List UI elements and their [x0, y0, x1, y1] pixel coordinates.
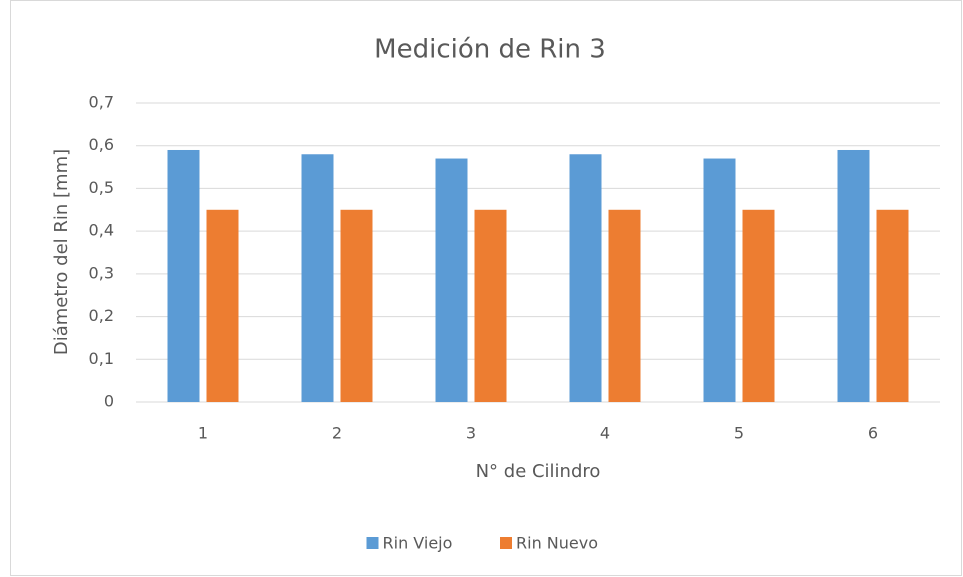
bar — [608, 209, 641, 402]
y-tick-label: 0,4 — [89, 221, 114, 240]
bar — [340, 209, 373, 402]
y-tick-label: 0 — [104, 392, 114, 411]
y-tick-label: 0,7 — [89, 93, 114, 112]
y-tick-label: 0,5 — [89, 178, 114, 197]
bar — [569, 154, 602, 402]
bar — [703, 158, 736, 402]
y-tick-label: 0,2 — [89, 306, 114, 325]
bar — [435, 158, 468, 402]
x-axis-label: N° de Cilindro — [476, 461, 601, 482]
x-tick-label: 1 — [198, 424, 208, 443]
x-tick-label: 6 — [868, 424, 878, 443]
x-tick-label: 4 — [600, 424, 610, 443]
bar — [837, 149, 870, 402]
bar — [474, 209, 507, 402]
bar — [301, 154, 334, 402]
legend-label: Rin Viejo — [383, 534, 453, 553]
chart-title: Medición de Rin 3 — [374, 35, 606, 65]
x-tick-label: 3 — [466, 424, 476, 443]
legend-swatch — [366, 537, 379, 549]
y-tick-label: 0,6 — [89, 135, 114, 154]
y-tick-label: 0,1 — [89, 349, 114, 368]
legend-swatch — [500, 537, 512, 549]
y-tick-label: 0,3 — [89, 263, 114, 282]
legend-label: Rin Nuevo — [516, 534, 598, 553]
bar — [876, 209, 909, 402]
y-axis-label: Diámetro del Rin [mm] — [51, 149, 72, 355]
bar — [167, 149, 200, 402]
x-tick-label: 5 — [734, 424, 744, 443]
bar — [742, 209, 775, 402]
x-tick-label: 2 — [332, 424, 342, 443]
bar — [206, 209, 239, 402]
